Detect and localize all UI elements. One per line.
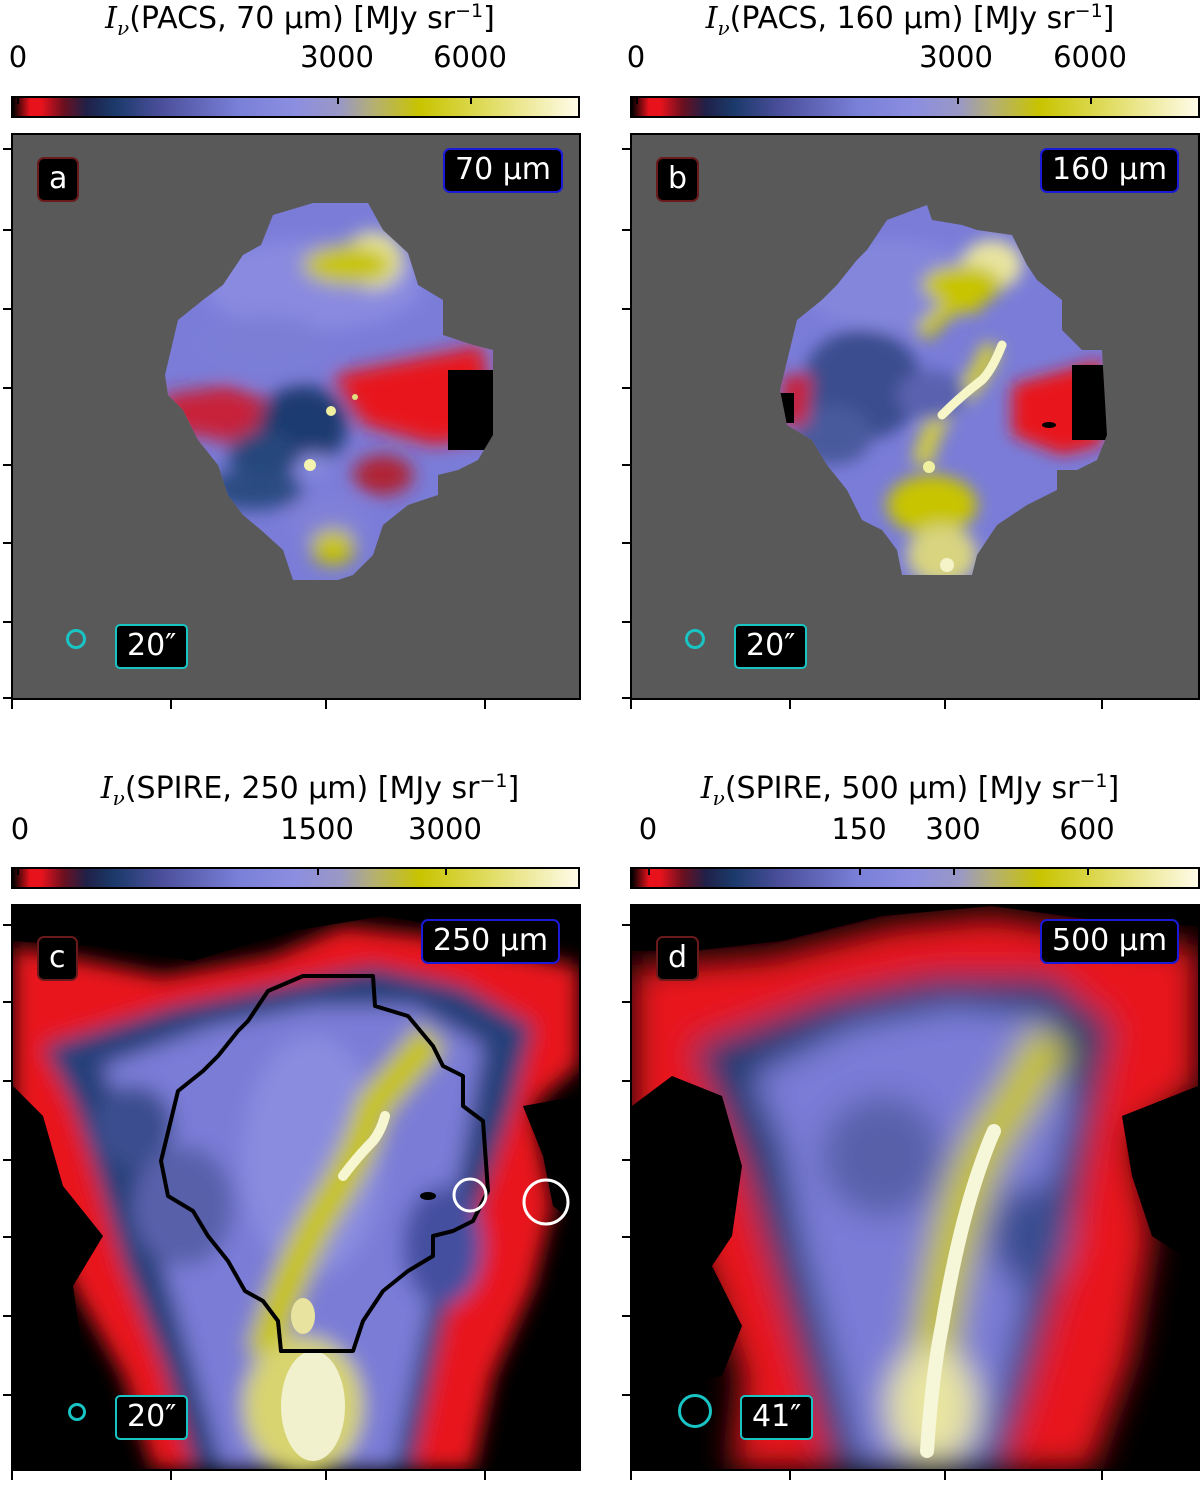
x-tick xyxy=(1101,700,1103,709)
y-tick xyxy=(622,1394,630,1396)
colorbar-tick-label: 150 xyxy=(831,812,887,846)
x-tick xyxy=(484,1471,486,1480)
y-tick xyxy=(622,1080,630,1082)
y-tick xyxy=(622,148,630,150)
colorbar-title-d: Iν(SPIRE, 500 μm) [MJy sr−1] xyxy=(700,770,1120,810)
x-tick xyxy=(630,700,632,709)
x-tick xyxy=(170,700,172,709)
marker-circle-icon xyxy=(452,1177,488,1213)
marker-circle-icon xyxy=(522,1178,570,1226)
colorbar-tick-label: 0 xyxy=(8,40,28,74)
colorbar-a xyxy=(11,96,580,118)
band-label: 500 μm xyxy=(1040,919,1180,964)
y-tick xyxy=(622,621,630,623)
x-tick xyxy=(325,700,327,709)
colorbar-tick-label: 600 xyxy=(1059,812,1115,846)
y-tick xyxy=(3,924,11,926)
panel-label: d xyxy=(656,936,700,981)
y-tick xyxy=(622,1001,630,1003)
x-tick xyxy=(944,700,946,709)
colorbar-c xyxy=(11,867,580,889)
image-panel-c: c 250 μm 20″ xyxy=(11,904,581,1471)
beam-circle-icon xyxy=(678,1394,712,1428)
y-tick xyxy=(622,697,630,699)
band-label: 70 μm xyxy=(443,148,564,193)
colorbar-tick-label: 0 xyxy=(10,812,30,846)
colorbar-tick-label: 1500 xyxy=(280,812,354,846)
y-tick xyxy=(3,1315,11,1317)
y-tick xyxy=(622,387,630,389)
image-panel-b: b 160 μm 20″ xyxy=(630,133,1200,700)
colorbar-tick-label: 3000 xyxy=(300,40,374,74)
y-tick xyxy=(622,924,630,926)
beam-label: 20″ xyxy=(115,624,189,669)
y-tick xyxy=(3,542,11,544)
beam-label: 20″ xyxy=(734,624,808,669)
beam-circle-icon xyxy=(66,629,86,649)
colorbar-tick-label: 6000 xyxy=(1053,40,1127,74)
image-panel-d: d 500 μm 41″ xyxy=(630,904,1200,1471)
beam-label: 20″ xyxy=(115,1395,189,1440)
colorbar-tick-label: 3000 xyxy=(919,40,993,74)
y-tick xyxy=(622,464,630,466)
panel-label: a xyxy=(37,157,80,202)
y-tick xyxy=(3,464,11,466)
panel-label: b xyxy=(656,157,700,202)
y-tick xyxy=(622,542,630,544)
colorbar-tick-label: 0 xyxy=(638,812,658,846)
panel-label: c xyxy=(37,936,78,981)
colorbar-tick-label: 300 xyxy=(925,812,981,846)
y-tick xyxy=(3,308,11,310)
colorbar-title-a: Iν(PACS, 70 μm) [MJy sr−1] xyxy=(105,0,495,40)
beam-circle-icon xyxy=(685,629,705,649)
y-tick xyxy=(3,1159,11,1161)
beam-label: 41″ xyxy=(740,1395,814,1440)
x-tick xyxy=(325,1471,327,1480)
y-tick xyxy=(622,229,630,231)
y-tick xyxy=(3,148,11,150)
y-tick xyxy=(3,621,11,623)
x-tick xyxy=(630,1471,632,1480)
beam-circle-icon xyxy=(68,1403,86,1421)
x-tick xyxy=(789,1471,791,1480)
y-tick xyxy=(3,229,11,231)
y-tick xyxy=(3,1001,11,1003)
x-tick xyxy=(11,1471,13,1480)
y-tick xyxy=(622,308,630,310)
y-tick xyxy=(3,697,11,699)
y-tick xyxy=(3,1394,11,1396)
colorbar-title-b: Iν(PACS, 160 μm) [MJy sr−1] xyxy=(705,0,1115,40)
colorbar-title-c: Iν(SPIRE, 250 μm) [MJy sr−1] xyxy=(100,770,520,810)
y-tick xyxy=(622,1159,630,1161)
band-label: 250 μm xyxy=(421,919,561,964)
band-label: 160 μm xyxy=(1040,148,1180,193)
y-tick xyxy=(3,1236,11,1238)
colorbar-tick-label: 3000 xyxy=(408,812,482,846)
x-tick xyxy=(944,1471,946,1480)
colorbar-d xyxy=(630,867,1200,889)
y-tick xyxy=(3,387,11,389)
colorbar-tick-label: 0 xyxy=(626,40,646,74)
x-tick xyxy=(11,700,13,709)
colorbar-tick-label: 6000 xyxy=(433,40,507,74)
x-tick xyxy=(789,700,791,709)
x-tick xyxy=(1101,1471,1103,1480)
colorbar-b xyxy=(630,96,1200,118)
image-panel-a: a 70 μm 20″ xyxy=(11,133,581,700)
y-tick xyxy=(622,1236,630,1238)
y-tick xyxy=(622,1315,630,1317)
x-tick xyxy=(170,1471,172,1480)
x-tick xyxy=(484,700,486,709)
y-tick xyxy=(3,1080,11,1082)
